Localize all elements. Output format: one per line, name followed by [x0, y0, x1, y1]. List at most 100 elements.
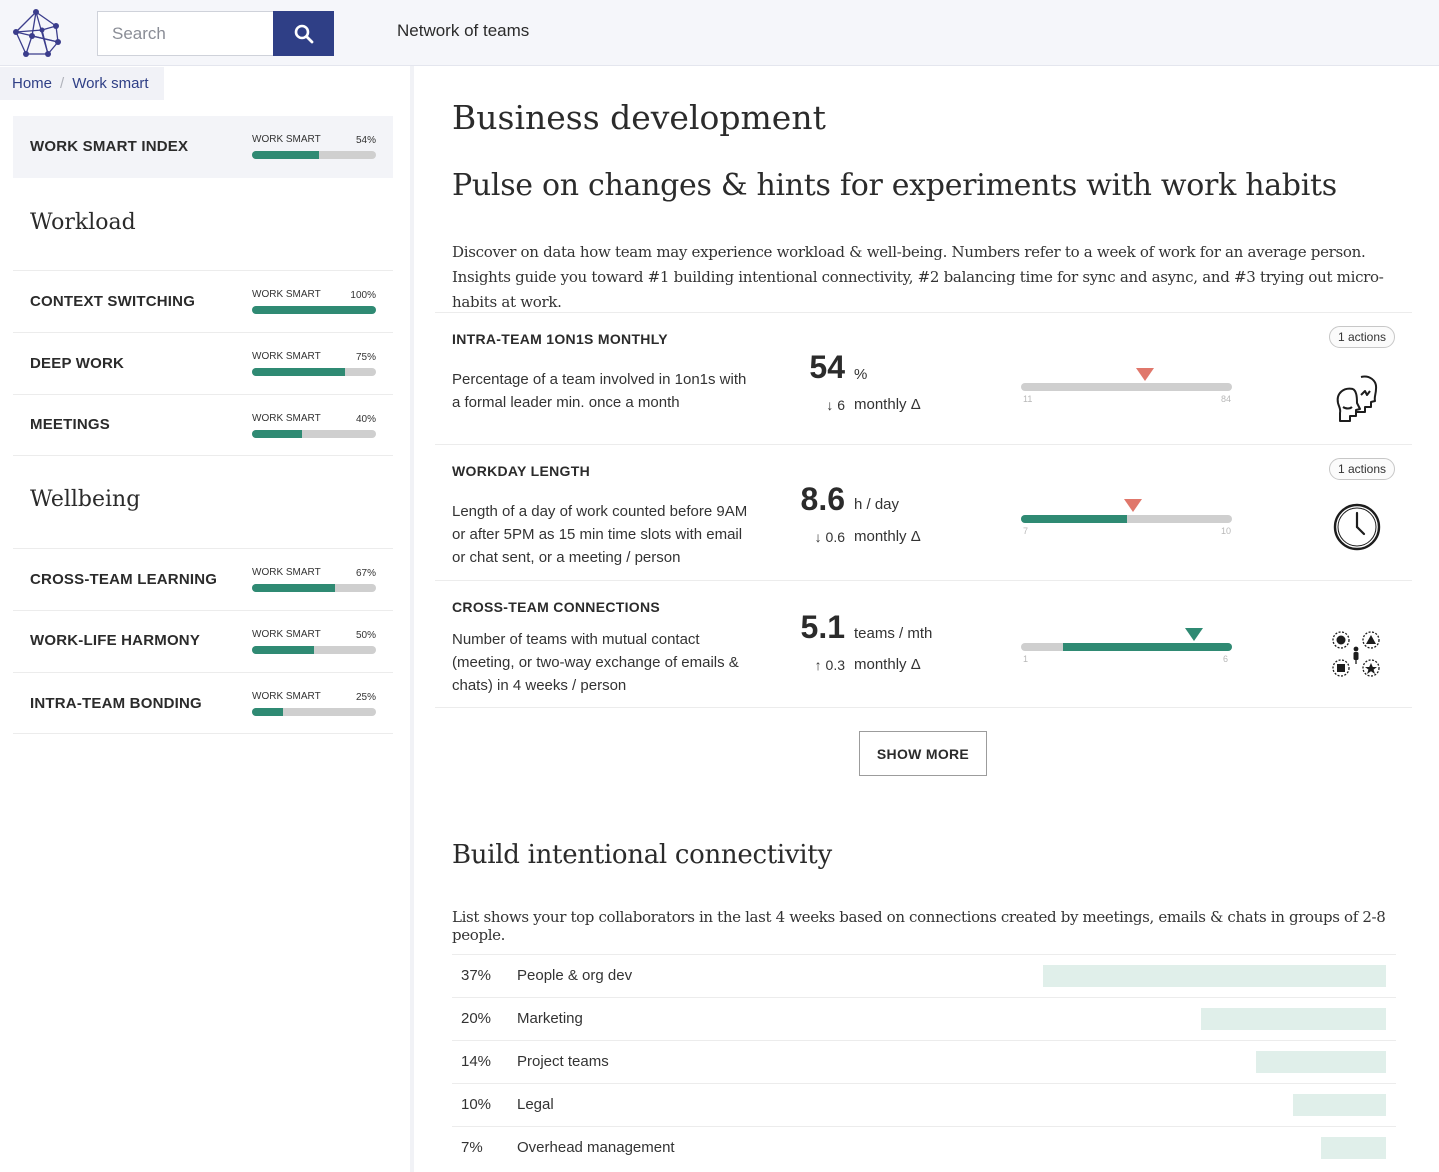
mini-progress-value: 40%	[355, 414, 376, 425]
progress-track	[252, 368, 376, 376]
mini-progress-tag: WORK SMART	[252, 567, 321, 578]
nav-network-of-teams[interactable]: Network of teams	[397, 21, 530, 40]
collaborator-bar	[1256, 1051, 1386, 1073]
collaborator-name: Overhead management	[517, 1139, 675, 1156]
sidebar-item-label: WORK-LIFE HARMONY	[30, 632, 201, 649]
progress-fill	[252, 646, 314, 654]
range-marker	[1123, 499, 1142, 512]
sidebar-item-context-switching[interactable]: CONTEXT SWITCHING WORK SMART 100%	[13, 270, 393, 332]
metric-description: Length of a day of work counted before 9…	[452, 503, 748, 566]
range-max: 10	[1221, 526, 1232, 536]
divider	[13, 455, 393, 456]
collaborator-percent: 14%	[461, 1053, 492, 1070]
breadcrumb: Home / Work smart	[0, 67, 164, 100]
actions-badge[interactable]: 1 actions	[1328, 458, 1395, 480]
range-bar	[1021, 643, 1232, 651]
metric-unit: teams / mth	[854, 625, 933, 642]
metric-period: monthly Δ	[854, 656, 921, 673]
search-icon	[294, 24, 313, 43]
list-item[interactable]: 20% Marketing	[452, 997, 1396, 1040]
collaborator-bar	[1293, 1094, 1386, 1116]
sidebar-item-label: CROSS-TEAM LEARNING	[30, 571, 218, 588]
breadcrumb-current[interactable]: Work smart	[72, 75, 149, 92]
collaborator-bar	[1200, 1008, 1386, 1030]
metric-value: 5.1	[800, 609, 845, 645]
progress-fill	[252, 708, 283, 716]
sidebar-item-work-smart-index[interactable]: WORK SMART INDEX WORK SMART 54%	[13, 116, 393, 178]
mini-progress-value: 54%	[355, 135, 376, 146]
progress-track	[252, 708, 376, 716]
connectivity-description: List shows your top collaborators in the…	[452, 908, 1386, 944]
metric-card-intra-team-1on1s: INTRA-TEAM 1ON1S MONTHLY Percentage of a…	[435, 312, 1412, 444]
sidebar-item-cross-team-learning[interactable]: CROSS-TEAM LEARNING WORK SMART 67%	[13, 548, 393, 610]
connectivity-title: Build intentional connectivity	[452, 840, 832, 870]
divider	[13, 733, 393, 734]
actions-badge[interactable]: 1 actions	[1328, 326, 1395, 348]
metric-unit: h / day	[854, 496, 900, 513]
mini-progress-value: 50%	[355, 630, 376, 641]
collaborator-name: Project teams	[517, 1053, 609, 1070]
list-item[interactable]: 10% Legal	[452, 1083, 1396, 1126]
metric-value: 54	[809, 349, 845, 385]
mini-progress-tag: WORK SMART	[252, 413, 321, 424]
mini-progress-tag: WORK SMART	[252, 134, 321, 145]
mini-progress-value: 25%	[355, 692, 376, 703]
sidebar-item-label: DEEP WORK	[30, 355, 125, 372]
progress-fill	[252, 584, 336, 592]
collaborator-bar	[1321, 1137, 1386, 1159]
metric-value: 8.6	[800, 481, 845, 517]
section-title: Pulse on changes & hints for experiments…	[452, 168, 1337, 203]
range-min: 1	[1023, 654, 1029, 664]
progress-fill	[252, 430, 302, 438]
range-bar	[1021, 383, 1232, 391]
sidebar-item-label: WORK SMART INDEX	[30, 138, 189, 155]
metric-card-workday-length: WORKDAY LENGTH Length of a day of work c…	[435, 444, 1412, 580]
sidebar-item-work-life-harmony[interactable]: WORK-LIFE HARMONY WORK SMART 50%	[13, 610, 393, 672]
list-item[interactable]: 14% Project teams	[452, 1040, 1396, 1083]
collaborator-name: People & org dev	[517, 967, 633, 984]
sidebar-item-meetings[interactable]: MEETINGS WORK SMART 40%	[13, 394, 393, 456]
metric-period: monthly Δ	[854, 528, 921, 545]
progress-track	[252, 584, 376, 592]
list-item[interactable]: 37% People & org dev	[452, 954, 1396, 997]
team-network-icon	[1332, 631, 1380, 677]
workload-heading: Workload	[30, 210, 136, 235]
collaborator-name: Legal	[517, 1096, 554, 1113]
range-fill	[1063, 643, 1232, 651]
collaborator-name: Marketing	[517, 1010, 583, 1027]
metric-period: monthly Δ	[854, 396, 921, 413]
search-button[interactable]	[273, 11, 334, 56]
network-logo-icon[interactable]	[8, 8, 64, 60]
clock-icon	[1333, 503, 1381, 551]
sidebar-item-label: MEETINGS	[30, 416, 110, 433]
mini-progress-tag: WORK SMART	[252, 289, 321, 300]
breadcrumb-home[interactable]: Home	[12, 75, 53, 92]
metric-delta: ↓ 6	[826, 397, 845, 413]
mini-progress-value: 100%	[350, 290, 376, 301]
search-input[interactable]	[97, 11, 274, 56]
progress-fill	[252, 306, 376, 314]
range-max: 6	[1223, 654, 1229, 664]
progress-fill	[252, 368, 345, 376]
show-more-button[interactable]: SHOW MORE	[859, 731, 987, 776]
range-min: 7	[1023, 526, 1029, 536]
range-fill	[1021, 515, 1127, 523]
sidebar-item-deep-work[interactable]: DEEP WORK WORK SMART 75%	[13, 332, 393, 394]
intro-text: Discover on data how team may experience…	[452, 243, 1384, 311]
list-item[interactable]: 7% Overhead management	[452, 1126, 1396, 1169]
page-title: Business development	[452, 98, 826, 137]
sidebar-item-intra-team-bonding[interactable]: INTRA-TEAM BONDING WORK SMART 25%	[13, 672, 393, 734]
metric-unit: %	[854, 366, 868, 383]
range-bar	[1021, 515, 1232, 523]
people-talking-icon	[1336, 375, 1378, 422]
top-bar: Network of teams	[0, 0, 1439, 66]
sidebar-divider	[410, 66, 414, 1172]
progress-track	[252, 151, 376, 159]
progress-track	[252, 646, 376, 654]
metric-title: CROSS-TEAM CONNECTIONS	[452, 599, 661, 615]
mini-progress-value: 67%	[355, 568, 376, 579]
metric-description: Number of teams with mutual contact (mee…	[452, 631, 739, 694]
divider	[435, 707, 1412, 708]
sidebar-item-label: INTRA-TEAM BONDING	[30, 695, 202, 712]
mini-progress-tag: WORK SMART	[252, 691, 321, 702]
